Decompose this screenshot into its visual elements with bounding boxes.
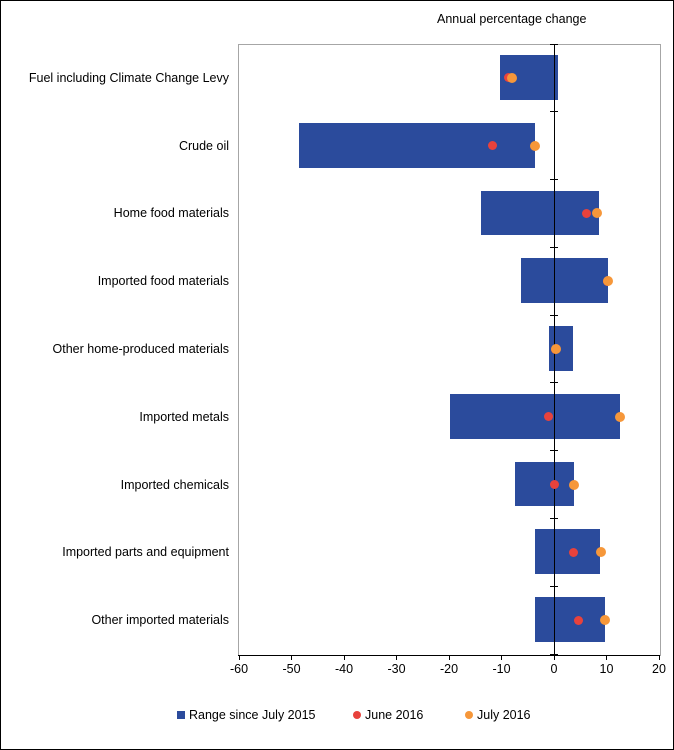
legend-item-june-2016: June 2016 [353,707,423,723]
x-tick [291,655,292,660]
x-tick-label: -20 [439,662,459,676]
legend-item-july-2016: July 2016 [465,707,531,723]
category-label: Other home-produced materials [52,342,229,356]
x-tick [658,655,660,660]
range-bar [534,529,601,575]
x-tick [553,655,555,660]
legend-marker-circle [353,711,361,719]
zero-axis-tick [550,111,558,113]
zero-axis-tick [550,314,558,316]
x-tick-label: -40 [334,662,354,676]
july-dot [569,479,580,490]
range-bar [514,461,575,507]
june-dot [487,141,497,151]
legend-item-range-since-july-2015: Range since July 2015 [177,707,315,723]
range-bar [481,190,599,236]
july-dot [529,140,540,151]
x-tick-label: 10 [599,662,614,676]
legend-marker-square [177,711,185,719]
zero-axis-tick [550,246,558,248]
legend-marker-circle [465,711,473,719]
x-tick-label: -50 [282,662,301,676]
category-label: Imported chemicals [120,477,229,492]
x-tick-label: -10 [492,662,511,676]
legend-label: June 2016 [365,708,424,722]
june-dot [574,615,584,625]
category-label: Home food materials [113,206,229,221]
x-tick [606,655,607,660]
june-dot [582,208,592,218]
range-bar [298,122,536,168]
june-dot [569,547,579,557]
july-dot [596,547,607,558]
category-label: Imported metals [139,409,229,424]
x-tick-label: 0 [550,662,558,676]
chart-title: Annual percentage change [437,12,587,26]
zero-axis-tick [550,653,558,655]
range-bar [450,393,621,439]
july-dot [615,411,626,422]
x-tick [343,655,345,660]
category-label: Crude oil [178,138,229,153]
category-label: Other imported materials [91,613,229,628]
zero-axis-tick [550,179,558,181]
category-label: Imported parts and equipment [62,545,229,560]
zero-axis-tick [550,43,558,45]
x-tick [448,655,450,660]
zero-axis-tick [550,382,558,384]
june-dot [543,412,553,422]
july-dot [603,276,614,287]
legend-label: July 2016 [477,708,531,722]
x-tick-label: -60 [229,662,249,676]
x-tick [396,655,397,660]
x-tick [501,655,502,660]
x-tick [238,655,240,660]
range-bar [535,597,605,642]
july-dot [550,344,561,354]
category-label: Fuel including Climate Change Levy [28,70,229,85]
july-dot [592,208,603,219]
x-tick-label: 20 [652,662,666,676]
legend-label: Range since July 2015 [189,708,316,722]
x-tick-label: -30 [387,662,406,676]
july-dot [600,615,611,626]
zero-axis-tick [550,585,558,587]
june-dot [550,480,560,490]
zero-axis-tick [550,450,558,452]
zero-axis-tick [550,517,558,519]
category-label: Imported food materials [97,274,229,289]
july-dot [507,72,517,83]
range-bar [521,258,609,304]
